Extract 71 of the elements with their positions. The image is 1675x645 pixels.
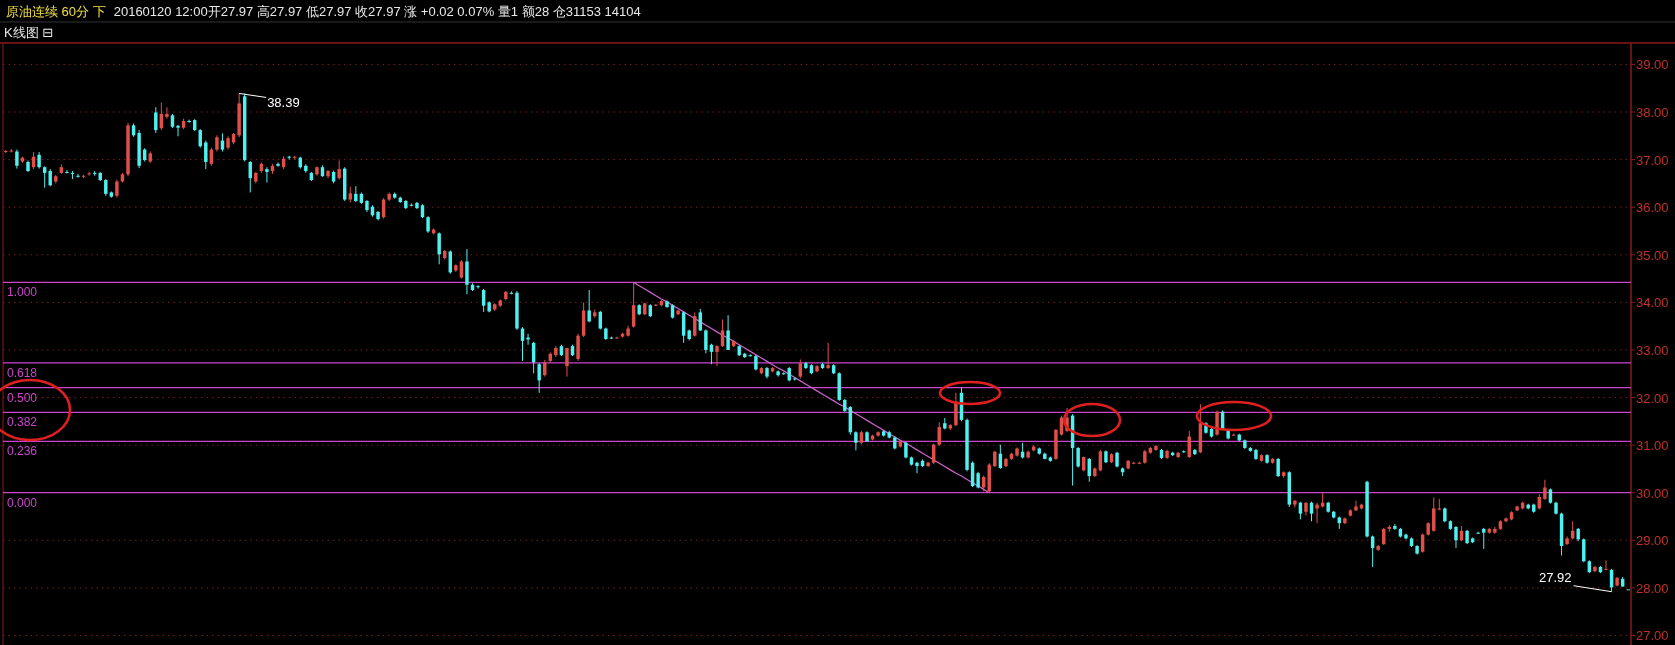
annotation: 0.382 <box>7 415 38 430</box>
candlestick <box>654 303 658 307</box>
candlestick <box>276 161 280 168</box>
annotation: 0.618 <box>7 365 38 380</box>
candlestick <box>76 173 80 179</box>
candlestick <box>1370 535 1375 568</box>
candlestick <box>1393 523 1397 531</box>
candlestick <box>165 106 169 120</box>
candlestick <box>1454 525 1458 549</box>
candlestick <box>693 311 697 338</box>
candlestick <box>15 149 19 170</box>
candlestick <box>87 171 91 177</box>
ytick: 30.00 <box>1636 485 1669 501</box>
candlestick <box>465 248 469 295</box>
candlestick <box>337 160 341 181</box>
ytick: 32.00 <box>1636 390 1669 406</box>
candlestick <box>826 342 830 370</box>
ytick: 31.00 <box>1636 438 1669 454</box>
ytick: 27.00 <box>1636 628 1669 644</box>
candlestick <box>854 430 858 451</box>
ytick: 28.00 <box>1636 580 1669 596</box>
candlestick <box>587 289 591 323</box>
candlestick <box>1276 457 1280 478</box>
candlestick <box>1354 500 1358 512</box>
annotation: 1.000 <box>7 285 38 300</box>
candlestick <box>42 165 47 189</box>
candlestick <box>1482 527 1486 550</box>
ytick: 38.00 <box>1636 105 1669 120</box>
candlestick <box>1437 498 1442 511</box>
candlestick <box>204 140 208 170</box>
candlestick <box>776 369 780 378</box>
candlestick <box>476 284 480 290</box>
candlestick <box>154 106 158 134</box>
annotation: 0.000 <box>7 495 38 510</box>
ytick: 34.00 <box>1636 295 1669 311</box>
candlestick <box>1432 496 1436 533</box>
candlestick <box>704 328 708 354</box>
candlestick <box>726 314 730 351</box>
candlestick <box>748 353 753 358</box>
title: 原油连续 60分 下 <box>6 4 106 19</box>
candlestick <box>715 344 719 367</box>
candlestick <box>176 124 180 137</box>
annotation: 27.92 <box>1539 569 1572 585</box>
candlestick <box>437 231 441 265</box>
candlestick <box>459 259 464 280</box>
candlestick <box>576 333 580 362</box>
candlestick <box>681 310 686 344</box>
candlestick <box>798 358 803 379</box>
candlestick <box>954 392 958 427</box>
ytick: 37.00 <box>1636 152 1669 168</box>
annotation: 0.236 <box>7 444 38 459</box>
candlestick <box>915 461 919 474</box>
candlestick <box>1543 479 1547 501</box>
candlestick <box>1604 559 1608 571</box>
ytick: 29.00 <box>1636 533 1669 549</box>
candlestick <box>265 166 269 183</box>
ytick: 35.00 <box>1636 247 1669 263</box>
candlestick <box>1215 409 1219 437</box>
ytick: 36.00 <box>1636 200 1669 216</box>
subtitle: 20160120 12:00开27.97 高27.97 低27.97 收27.97 涨 +0.02 0.07% 量1 额28 仓31153 14104 <box>113 4 641 19</box>
ytick: 33.00 <box>1636 342 1669 358</box>
candlestick <box>1315 502 1319 524</box>
candlestick <box>537 362 541 394</box>
ytick: 39.00 <box>1636 57 1669 73</box>
candlestick <box>115 179 119 199</box>
candlestick <box>565 347 569 378</box>
annotation: 38.39 <box>267 95 300 111</box>
candlestick <box>615 336 619 340</box>
annotation: K线图 ⊟ <box>4 25 54 40</box>
candlestick <box>781 371 786 376</box>
annotation: 0.500 <box>7 390 38 405</box>
